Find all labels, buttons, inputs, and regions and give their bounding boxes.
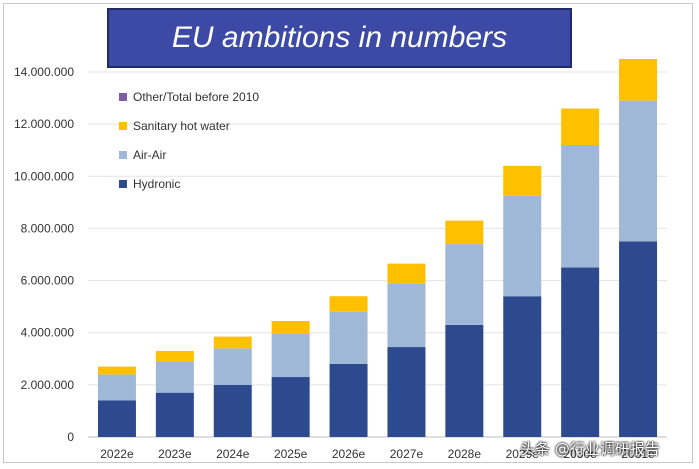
chart-title-box: EU ambitions in numbers xyxy=(107,8,572,68)
bar-hydronic-2025e xyxy=(271,377,310,437)
legend-swatch xyxy=(119,151,127,159)
y-tick-label: 0 xyxy=(67,430,74,444)
legend-swatch xyxy=(119,122,127,130)
x-tick-label: 2026e xyxy=(332,447,366,461)
bar-hydronic-2023e xyxy=(155,392,194,437)
watermark: 头条 @行业调研报告 xyxy=(520,440,660,458)
bar-sanitary-hot-water-2022e xyxy=(97,366,136,375)
bar-air-air-2023e xyxy=(155,361,194,393)
bar-hydronic-2022e xyxy=(97,400,136,437)
x-tick-label: 2025e xyxy=(274,447,308,461)
bar-air-air-2029e xyxy=(503,195,542,297)
x-axis-ticks: 2022e 2023e 2024e 2025e 2026e 2027e 2028e 2029e… xyxy=(100,447,655,461)
x-tick-label: 2031e xyxy=(621,447,655,461)
bar-hydronic-2027e xyxy=(387,347,426,437)
x-tick-label: 2022e xyxy=(100,447,134,461)
bar-air-air-2030e xyxy=(561,145,600,268)
y-tick-label: 14.000.000 xyxy=(14,65,74,79)
x-tick-label: 2023e xyxy=(158,447,192,461)
legend-label: Sanitary hot water xyxy=(133,119,230,133)
bar-air-air-2027e xyxy=(387,283,426,348)
y-tick-label: 12.000.000 xyxy=(14,117,74,131)
x-tick-label: 2028e xyxy=(448,447,482,461)
bar-sanitary-hot-water-2027e xyxy=(387,263,426,284)
y-tick-label: 8.000.000 xyxy=(21,221,75,235)
legend-label: Hydronic xyxy=(133,177,180,191)
bar-hydronic-2028e xyxy=(445,324,484,437)
y-tick-label: 6.000.000 xyxy=(21,274,75,288)
bar-air-air-2028e xyxy=(445,244,484,325)
bar-air-air-2022e xyxy=(97,374,136,401)
x-tick-label: 2027e xyxy=(390,447,424,461)
bar-sanitary-hot-water-2030e xyxy=(561,108,600,145)
legend-swatch xyxy=(119,180,127,188)
y-tick-label: 2.000.000 xyxy=(21,378,75,392)
bar-air-air-2026e xyxy=(329,311,368,364)
legend-swatch xyxy=(119,93,127,101)
bar-sanitary-hot-water-2024e xyxy=(213,336,252,349)
bar-sanitary-hot-water-2029e xyxy=(503,165,542,196)
x-tick-label: 2030e xyxy=(563,447,597,461)
bar-hydronic-2026e xyxy=(329,364,368,437)
bar-air-air-2024e xyxy=(213,348,252,385)
legend: Other/Total before 2010 Sanitary hot wate… xyxy=(119,90,259,191)
bar-hydronic-2030e xyxy=(561,267,600,437)
bar-sanitary-hot-water-2028e xyxy=(445,220,484,245)
bar-hydronic-2024e xyxy=(213,384,252,437)
bar-air-air-2025e xyxy=(271,334,310,378)
legend-label: Other/Total before 2010 xyxy=(133,90,259,104)
x-tick-label: 2024e xyxy=(216,447,250,461)
bar-air-air-2031e xyxy=(619,100,658,242)
bar-sanitary-hot-water-2025e xyxy=(271,320,310,335)
legend-label: Air-Air xyxy=(133,148,166,162)
chart-title: EU ambitions in numbers xyxy=(171,21,508,54)
bar-sanitary-hot-water-2026e xyxy=(329,296,368,312)
y-axis-ticks: 0 2.000.000 4.000.000 6.000.000 8.000.000 10.… xyxy=(14,65,74,444)
bar-sanitary-hot-water-2031e xyxy=(619,58,658,101)
bar-hydronic-2029e xyxy=(503,296,542,437)
bars xyxy=(97,58,658,437)
bar-sanitary-hot-water-2023e xyxy=(155,350,194,362)
y-tick-label: 4.000.000 xyxy=(21,326,75,340)
bar-hydronic-2031e xyxy=(619,241,658,437)
x-tick-label: 2029e xyxy=(506,447,540,461)
y-tick-label: 10.000.000 xyxy=(14,169,74,183)
